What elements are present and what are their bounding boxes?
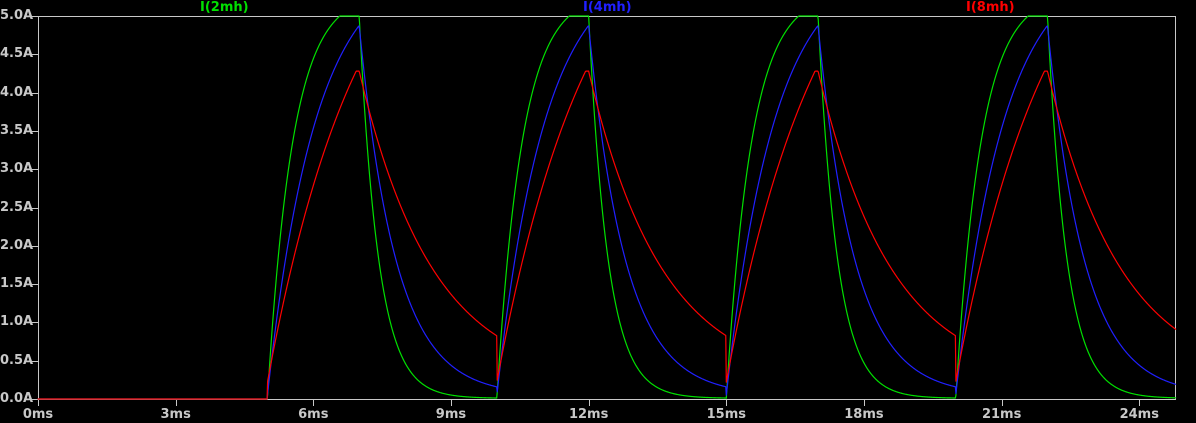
y-tick-label: 4.0A bbox=[0, 84, 34, 100]
x-tick-label: 18ms bbox=[844, 407, 884, 422]
x-tick-label: 6ms bbox=[298, 407, 329, 422]
y-tick-label: 5.0A bbox=[0, 8, 34, 23]
y-tick-label: 0.0A bbox=[0, 391, 34, 406]
trace-i8mh[interactable] bbox=[37, 70, 1177, 400]
x-tick-label: 15ms bbox=[706, 407, 746, 422]
x-tick-label: 0ms bbox=[22, 407, 54, 422]
x-tick-label: 21ms bbox=[981, 407, 1022, 422]
y-tick-label: 3.5A bbox=[0, 122, 34, 138]
x-tick-label: 9ms bbox=[435, 407, 467, 422]
y-tick-label: 1.0A bbox=[0, 314, 34, 330]
y-tick-label: 2.5A bbox=[0, 199, 34, 215]
x-tick-label: 12ms bbox=[568, 407, 609, 422]
legend-item-1[interactable]: I(4mh) bbox=[583, 0, 632, 15]
y-tick-label: 2.0A bbox=[0, 237, 34, 253]
y-tick-label: 1.5A bbox=[0, 276, 34, 292]
legend-item-2[interactable]: I(8mh) bbox=[966, 0, 1015, 15]
legend-item-0[interactable]: I(2mh) bbox=[200, 0, 249, 15]
x-tick-label: 24ms bbox=[1119, 407, 1159, 422]
y-tick-label: 3.0A bbox=[0, 161, 34, 177]
y-tick-label: 4.5A bbox=[0, 46, 34, 62]
plot-background bbox=[38, 16, 1176, 399]
x-tick-label: 3ms bbox=[160, 407, 191, 422]
y-tick-label: 0.5A bbox=[0, 352, 34, 368]
